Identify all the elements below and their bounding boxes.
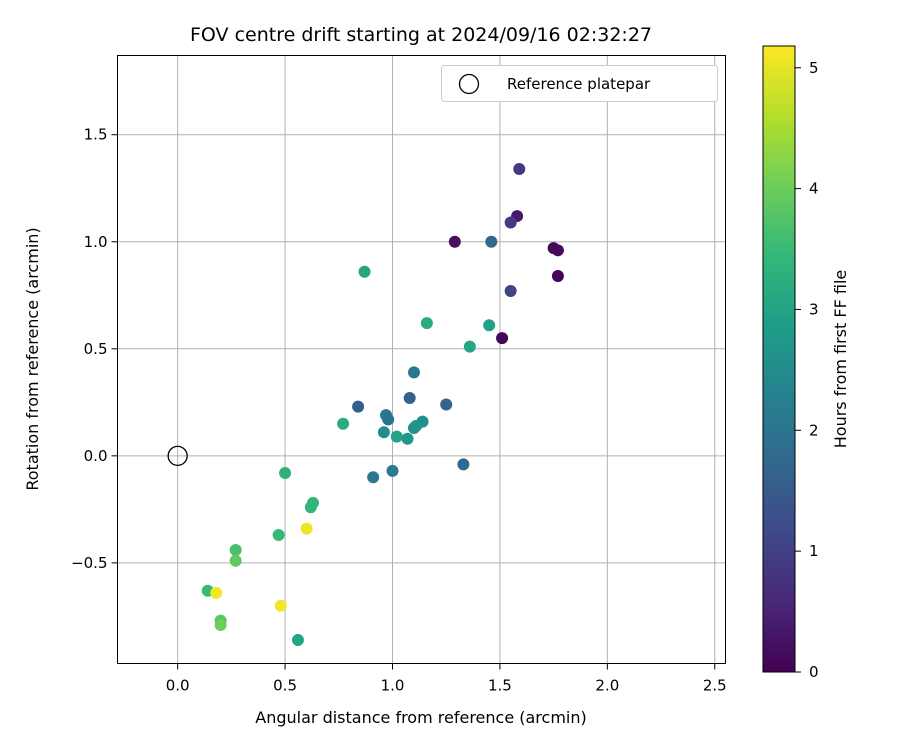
x-tick-label: 0.0 <box>166 677 190 695</box>
x-tick-label: 2.5 <box>703 677 727 695</box>
scatter-point <box>440 398 453 411</box>
scatter-point <box>448 235 461 248</box>
colorbar-tick-label: 0 <box>809 663 819 681</box>
colorbar-tick-label: 4 <box>809 180 819 198</box>
scatter-point <box>300 522 313 535</box>
legend-box <box>441 65 718 102</box>
y-axis-label: Rotation from reference (arcmin) <box>23 227 42 490</box>
scatter-point <box>291 633 304 646</box>
scatter-point <box>377 426 390 439</box>
x-tick-label: 0.5 <box>273 677 297 695</box>
scatter-point <box>358 265 371 278</box>
scatter-point <box>485 235 498 248</box>
scatter-point <box>407 366 420 379</box>
legend: Reference platepar <box>441 65 718 102</box>
scatter-point <box>551 244 564 257</box>
y-tick-label: 0.5 <box>84 340 108 358</box>
scatter-point <box>483 319 496 332</box>
scatter-point <box>279 466 292 479</box>
colorbar-ticks: 0 1 2 3 4 5 <box>795 59 819 681</box>
x-tick-label: 1.0 <box>381 677 405 695</box>
data-points <box>201 162 564 646</box>
x-axis-label: Angular distance from reference (arcmin) <box>255 708 586 727</box>
chart-title: FOV centre drift starting at 2024/09/16 … <box>190 24 652 46</box>
scatter-point <box>504 284 517 297</box>
scatter-point <box>420 317 433 330</box>
plot-frame <box>117 55 726 664</box>
colorbar-tick-label: 1 <box>809 542 819 560</box>
scatter-point <box>410 419 423 432</box>
scatter-point <box>210 586 223 599</box>
colorbar-tick-label: 5 <box>809 59 819 77</box>
legend-entry-reference: Reference platepar <box>507 75 651 93</box>
grid-lines <box>117 55 726 664</box>
y-tick-label: 1.0 <box>84 233 108 251</box>
x-axis-ticks: 0.0 0.5 1.0 1.5 2.0 2.5 <box>166 663 727 695</box>
colorbar-tick-label: 2 <box>809 421 819 439</box>
scatter-point <box>214 618 227 631</box>
y-tick-label: −0.5 <box>71 554 107 572</box>
colorbar: 0 1 2 3 4 5 Hours from first FF file <box>762 45 850 681</box>
colorbar-tick-label: 3 <box>809 300 819 318</box>
scatter-point <box>457 458 470 471</box>
scatter-point <box>337 417 350 430</box>
scatter-point <box>386 464 399 477</box>
scatter-point <box>382 413 395 426</box>
scatter-point <box>352 400 365 413</box>
scatter-point <box>272 529 285 542</box>
scatter-point <box>367 471 380 484</box>
scatter-point <box>496 332 509 345</box>
scatter-point <box>401 432 414 445</box>
y-tick-label: 1.5 <box>84 126 108 144</box>
scatter-point <box>304 501 317 514</box>
colorbar-bar <box>762 45 796 673</box>
scatter-point <box>229 544 242 557</box>
colorbar-label: Hours from first FF file <box>831 270 850 449</box>
scatter-point <box>551 270 564 283</box>
scatter-point <box>403 392 416 405</box>
reference-platepar-marker <box>167 445 188 466</box>
scatter-point <box>513 162 526 175</box>
scatter-point <box>229 554 242 567</box>
y-tick-label: 0.0 <box>84 447 108 465</box>
plot-area: 0.0 0.5 1.0 1.5 2.0 2.5 −0.5 0.0 0.5 1.0 1.5 <box>71 55 727 695</box>
scatter-point <box>390 430 403 443</box>
y-axis-ticks: −0.5 0.0 0.5 1.0 1.5 <box>71 126 118 572</box>
scatter-point <box>274 599 287 612</box>
scatter-point <box>504 216 517 229</box>
x-tick-label: 1.5 <box>488 677 512 695</box>
scatter-point <box>463 340 476 353</box>
legend-reference-marker <box>458 73 480 95</box>
x-tick-label: 2.0 <box>595 677 619 695</box>
